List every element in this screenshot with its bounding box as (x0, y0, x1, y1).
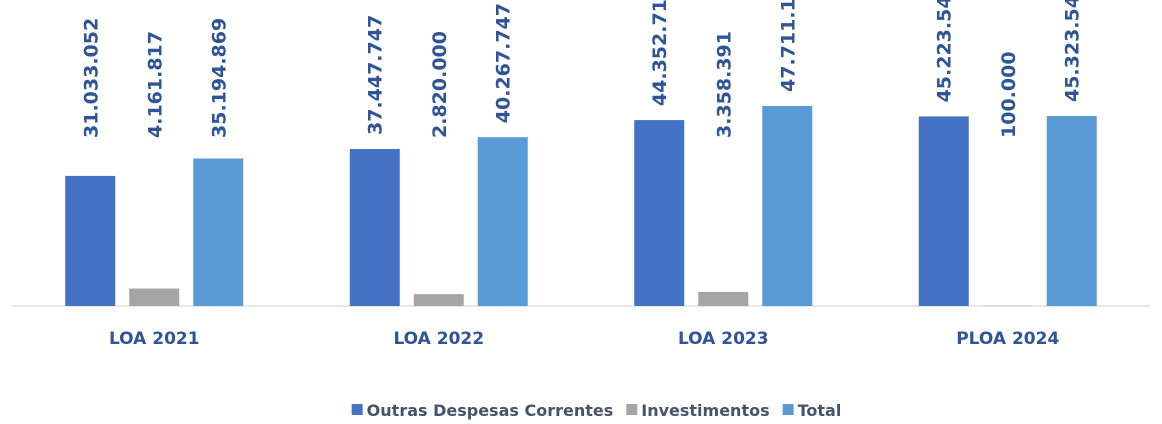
legend-label: Investimentos (641, 401, 769, 420)
data-label: 4.161.817 (144, 31, 166, 138)
data-label: 44.352.710 (649, 0, 671, 106)
x-tick-label: PLOA 2024 (956, 329, 1059, 349)
bar (634, 120, 685, 306)
legend-label: Outras Despesas Correntes (367, 401, 614, 420)
bar (1046, 116, 1097, 306)
legend-swatch (351, 404, 363, 415)
bar (477, 137, 528, 306)
data-label: 35.194.869 (208, 18, 230, 138)
bar (129, 288, 180, 306)
data-label: 100.000 (998, 51, 1020, 138)
data-label: 40.267.747 (493, 3, 515, 123)
legend-label: Total (798, 401, 842, 420)
legend-swatch (626, 404, 638, 415)
x-tick-label: LOA 2023 (678, 329, 769, 349)
data-label: 3.358.391 (713, 31, 735, 138)
bar (349, 149, 400, 306)
data-label: 31.033.052 (80, 18, 102, 138)
bar (918, 116, 969, 306)
bar (762, 106, 813, 306)
x-tick-label: LOA 2021 (109, 329, 200, 349)
bar (698, 291, 749, 306)
x-tick-label: LOA 2022 (393, 329, 484, 349)
legend-swatch (782, 404, 794, 415)
bar (193, 158, 244, 306)
data-label: 45.323.540 (1062, 0, 1084, 102)
data-label: 45.223.540 (934, 0, 956, 102)
data-label: 47.711.101 (777, 0, 799, 92)
bar (413, 294, 464, 306)
bar (65, 175, 116, 306)
data-label: 2.820.000 (429, 31, 451, 138)
data-label: 37.447.747 (365, 15, 387, 135)
